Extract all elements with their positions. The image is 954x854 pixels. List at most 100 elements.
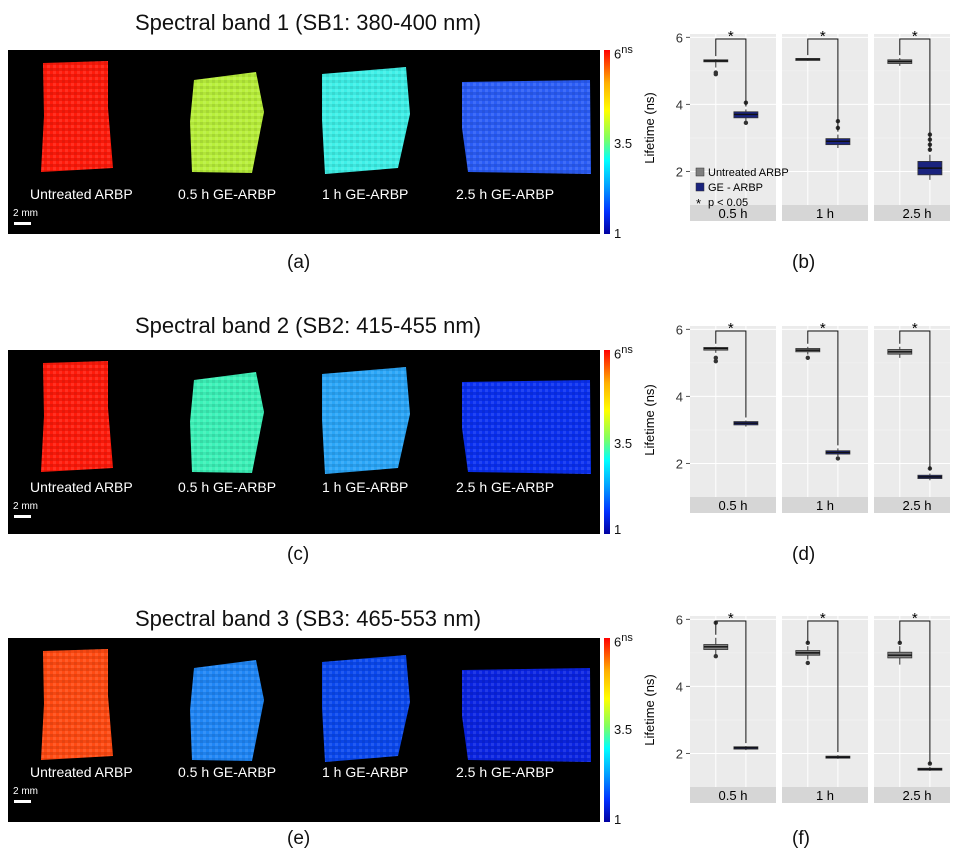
facet-label: 2.5 h [903,206,932,221]
facet-panel [782,326,868,513]
significance-star: * [912,28,918,45]
sample-untreated-texture [41,361,113,472]
significance-bracket [807,330,839,446]
sample-label-untreated: Untreated ARBP [30,479,133,495]
significance-bracket [807,620,839,753]
significance-bracket [807,38,839,132]
y-tick-label: 4 [676,679,683,694]
facet-panel [782,34,868,221]
band-2-title: Spectral band 2 (SB2: 415-455 nm) [134,313,482,338]
sample-2-5h-texture [462,668,591,762]
colorbar-min: 1 [614,522,622,537]
scale-bar-label: 2 mm [13,501,38,512]
colorbar-max: 6ns [614,44,633,62]
scale-bar-label: 2 mm [13,208,38,219]
sample-untreated-texture [41,649,113,760]
colorbar-gradient [604,350,610,534]
colorbar-mid: 3.5 [614,722,633,737]
colorbar-min: 1 [614,812,622,827]
sample-2-5h-texture [462,380,591,474]
outlier-point [713,72,718,77]
facet-panel [874,326,950,513]
scale-bar [14,800,31,803]
significance-star: * [820,28,826,45]
sample-label-0-5h: 0.5 h GE-ARBP [178,479,277,495]
significance-star: * [728,28,734,45]
legend-swatch-untreated [695,167,705,177]
y-tick-label: 2 [676,456,683,471]
facet-label: 1 h [816,498,834,513]
y-tick-label: 4 [676,389,683,404]
sample-untreated-texture [41,61,113,172]
sample-label-1h: 1 h GE-ARBP [322,764,409,780]
significance-bracket [715,330,747,418]
sample-images [41,61,591,174]
legend-label-untreated: Untreated ARBP [708,167,789,179]
sample-1h-texture [322,655,410,762]
facet-strip [782,787,868,803]
facet-label: 2.5 h [903,498,932,513]
facet-strip [782,205,868,221]
sample-label-2-5h: 2.5 h GE-ARBP [456,764,555,780]
colorbar-max: 6ns [614,344,633,362]
sample-images [41,361,591,474]
facet-strip [690,497,776,513]
outlier-point [805,355,810,361]
colorbar-c: 6ns 3.5 1 [604,344,648,537]
y-tick-label: 4 [676,97,683,112]
sample-0-5h-texture [190,660,264,761]
sample-2-5h-texture [462,80,591,174]
y-tick-label: 6 [676,612,683,627]
y-axis-label: Lifetime (ns) [642,384,657,456]
facet-strip [874,787,950,803]
sample-label-untreated: Untreated ARBP [30,186,133,202]
sample-label-0-5h: 0.5 h GE-ARBP [178,186,277,202]
facet-panel [782,616,868,803]
colorbar-max: 6ns [614,632,633,650]
significance-bracket [715,38,747,107]
colorbar-gradient [604,638,610,822]
colorbar-gradient [604,50,610,234]
y-tick-label: 6 [676,30,683,45]
facet-panel [874,34,950,221]
colorbar-e: 6ns 3.5 1 [604,632,648,827]
legend-swatch-treated [695,182,705,192]
sample-0-5h-texture [190,372,264,473]
outlier-point [805,660,810,666]
colorbar-mid: 3.5 [614,136,633,151]
outlier-point [835,456,841,461]
significance-star: * [820,320,826,337]
outlier-point [713,654,718,659]
significance-bracket [899,620,931,764]
sample-label-0-5h: 0.5 h GE-ARBP [178,764,277,780]
sample-label-1h: 1 h GE-ARBP [322,479,409,495]
significance-star: * [912,610,918,627]
panel-letter-f: (f) [792,828,810,849]
significance-bracket [899,330,931,471]
boxplot-f: Lifetime (ns) 0.5 h * 1 h * 2.5 h * 2 4 6 [642,610,950,803]
significance-star: * [728,610,734,627]
facet-strip [874,497,950,513]
outlier-point [743,120,749,126]
colorbar-min: 1 [614,226,622,241]
facet-strip [874,205,950,221]
sample-label-2-5h: 2.5 h GE-ARBP [456,479,555,495]
sample-label-untreated: Untreated ARBP [30,764,133,780]
outlier-point [713,359,718,364]
panel-letter-b: (b) [792,252,816,273]
band-1-title: Spectral band 1 (SB1: 380-400 nm) [134,10,482,35]
y-tick-label: 2 [676,746,683,761]
significance-bracket [899,38,931,152]
flim-image-panel-c: Untreated ARBP 0.5 h GE-ARBP 1 h GE-ARBP… [8,350,600,534]
facet-label: 0.5 h [719,206,748,221]
facet-strip [782,497,868,513]
facet-label: 1 h [816,206,834,221]
facet-panel [690,326,776,513]
panel-letter-e: (e) [287,828,311,849]
y-tick-label: 6 [676,322,683,337]
flim-image-panel-a: Untreated ARBP 0.5 h GE-ARBP 1 h GE-ARBP… [8,50,600,234]
sample-label-1h: 1 h GE-ARBP [322,186,409,202]
significance-star: * [820,610,826,627]
facet-label: 0.5 h [719,788,748,803]
outlier-point [713,355,718,361]
